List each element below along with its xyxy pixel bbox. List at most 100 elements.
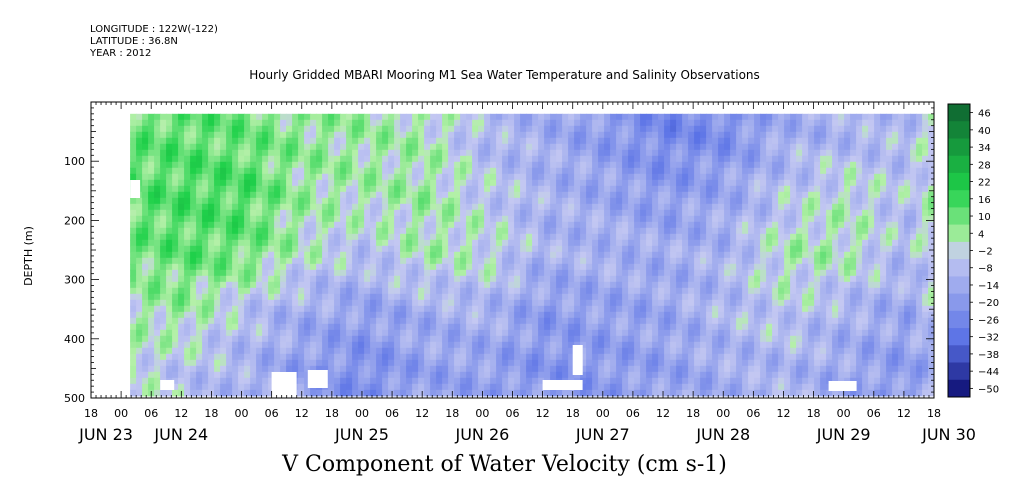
heatmap-cell xyxy=(466,227,473,235)
heatmap-cell xyxy=(502,113,509,121)
heatmap-cell xyxy=(706,149,713,157)
heatmap-cell xyxy=(274,263,281,271)
heatmap-cell xyxy=(730,221,737,229)
heatmap-cell xyxy=(448,137,455,145)
heatmap-cell xyxy=(586,299,593,307)
heatmap-cell xyxy=(496,299,503,307)
heatmap-cell xyxy=(352,173,359,181)
heatmap-cell xyxy=(622,371,629,379)
heatmap-cell xyxy=(652,257,659,265)
heatmap-cell xyxy=(130,227,137,235)
heatmap-cell xyxy=(484,251,491,259)
heatmap-cell xyxy=(736,179,743,187)
heatmap-cell xyxy=(196,299,203,307)
heatmap-cell xyxy=(424,347,431,355)
heatmap-cell xyxy=(340,269,347,277)
heatmap-cell xyxy=(430,263,437,271)
heatmap-cell xyxy=(544,155,551,163)
heatmap-cell xyxy=(532,233,539,241)
heatmap-cell xyxy=(484,293,491,301)
heatmap-cell xyxy=(346,167,353,175)
heatmap-cell xyxy=(508,383,515,391)
heatmap-cell xyxy=(280,353,287,361)
heatmap-cell xyxy=(466,239,473,247)
heatmap-cell xyxy=(208,317,215,325)
heatmap-cell xyxy=(172,155,179,163)
heatmap-cell xyxy=(136,263,143,271)
heatmap-cell xyxy=(214,263,221,271)
heatmap-cell xyxy=(724,143,731,151)
heatmap-cell xyxy=(388,371,395,379)
heatmap-cell xyxy=(292,125,299,133)
heatmap-cell xyxy=(514,227,521,235)
heatmap-cell xyxy=(562,257,569,265)
heatmap-cell xyxy=(256,353,263,361)
heatmap-cell xyxy=(682,269,689,277)
heatmap-cell xyxy=(604,383,611,391)
heatmap-cell xyxy=(562,281,569,289)
heatmap-cell xyxy=(430,371,437,379)
heatmap-cell xyxy=(526,233,533,241)
heatmap-cell xyxy=(724,167,731,175)
heatmap-cell xyxy=(664,389,671,397)
heatmap-cell xyxy=(190,203,197,211)
heatmap-cell xyxy=(304,161,311,169)
heatmap-cell xyxy=(688,215,695,223)
heatmap-cell xyxy=(724,311,731,319)
heatmap-cell xyxy=(196,131,203,139)
heatmap-cell xyxy=(436,245,443,253)
heatmap-cell xyxy=(628,137,635,145)
heatmap-cell xyxy=(196,179,203,187)
heatmap-cell xyxy=(238,305,245,313)
heatmap-cell xyxy=(436,131,443,139)
heatmap-cell xyxy=(490,269,497,277)
heatmap-cell xyxy=(262,221,269,229)
heatmap-cell xyxy=(382,191,389,199)
heatmap-cell xyxy=(472,167,479,175)
heatmap-cell xyxy=(724,251,731,259)
heatmap-cell xyxy=(472,227,479,235)
heatmap-cell xyxy=(754,137,761,145)
heatmap-cell xyxy=(418,317,425,325)
heatmap-cell xyxy=(532,245,539,253)
heatmap-cell xyxy=(556,293,563,301)
heatmap-cell xyxy=(640,263,647,271)
heatmap-cell xyxy=(394,167,401,175)
heatmap-cell xyxy=(526,377,533,385)
heatmap-cell xyxy=(370,161,377,169)
heatmap-cell xyxy=(646,209,653,217)
heatmap-cell xyxy=(700,293,707,301)
heatmap-cell xyxy=(148,353,155,361)
heatmap-cell xyxy=(694,305,701,313)
heatmap-cell xyxy=(226,329,233,337)
heatmap-cell xyxy=(682,287,689,295)
heatmap-cell xyxy=(262,299,269,307)
heatmap-cell xyxy=(232,323,239,331)
heatmap-cell xyxy=(742,347,749,355)
heatmap-cell xyxy=(430,359,437,367)
heatmap-cell xyxy=(136,281,143,289)
heatmap-cell xyxy=(226,143,233,151)
heatmap-cell xyxy=(556,389,563,397)
heatmap-cell xyxy=(256,167,263,175)
heatmap-cell xyxy=(736,293,743,301)
heatmap-cell xyxy=(316,329,323,337)
heatmap-cell xyxy=(466,293,473,301)
heatmap-cell xyxy=(292,137,299,145)
heatmap-cell xyxy=(370,263,377,271)
heatmap-cell xyxy=(190,119,197,127)
heatmap-cell xyxy=(448,227,455,235)
heatmap-cell xyxy=(526,269,533,277)
heatmap-cell xyxy=(232,281,239,289)
heatmap-cell xyxy=(718,185,725,193)
heatmap-cell xyxy=(352,185,359,193)
heatmap-cell xyxy=(394,329,401,337)
heatmap-cell xyxy=(700,203,707,211)
heatmap-cell xyxy=(724,155,731,163)
heatmap-cell xyxy=(412,359,419,367)
heatmap-cell xyxy=(352,383,359,391)
heatmap-cell xyxy=(532,383,539,391)
heatmap-cell xyxy=(598,281,605,289)
heatmap-cell xyxy=(670,353,677,361)
heatmap-cell xyxy=(286,305,293,313)
